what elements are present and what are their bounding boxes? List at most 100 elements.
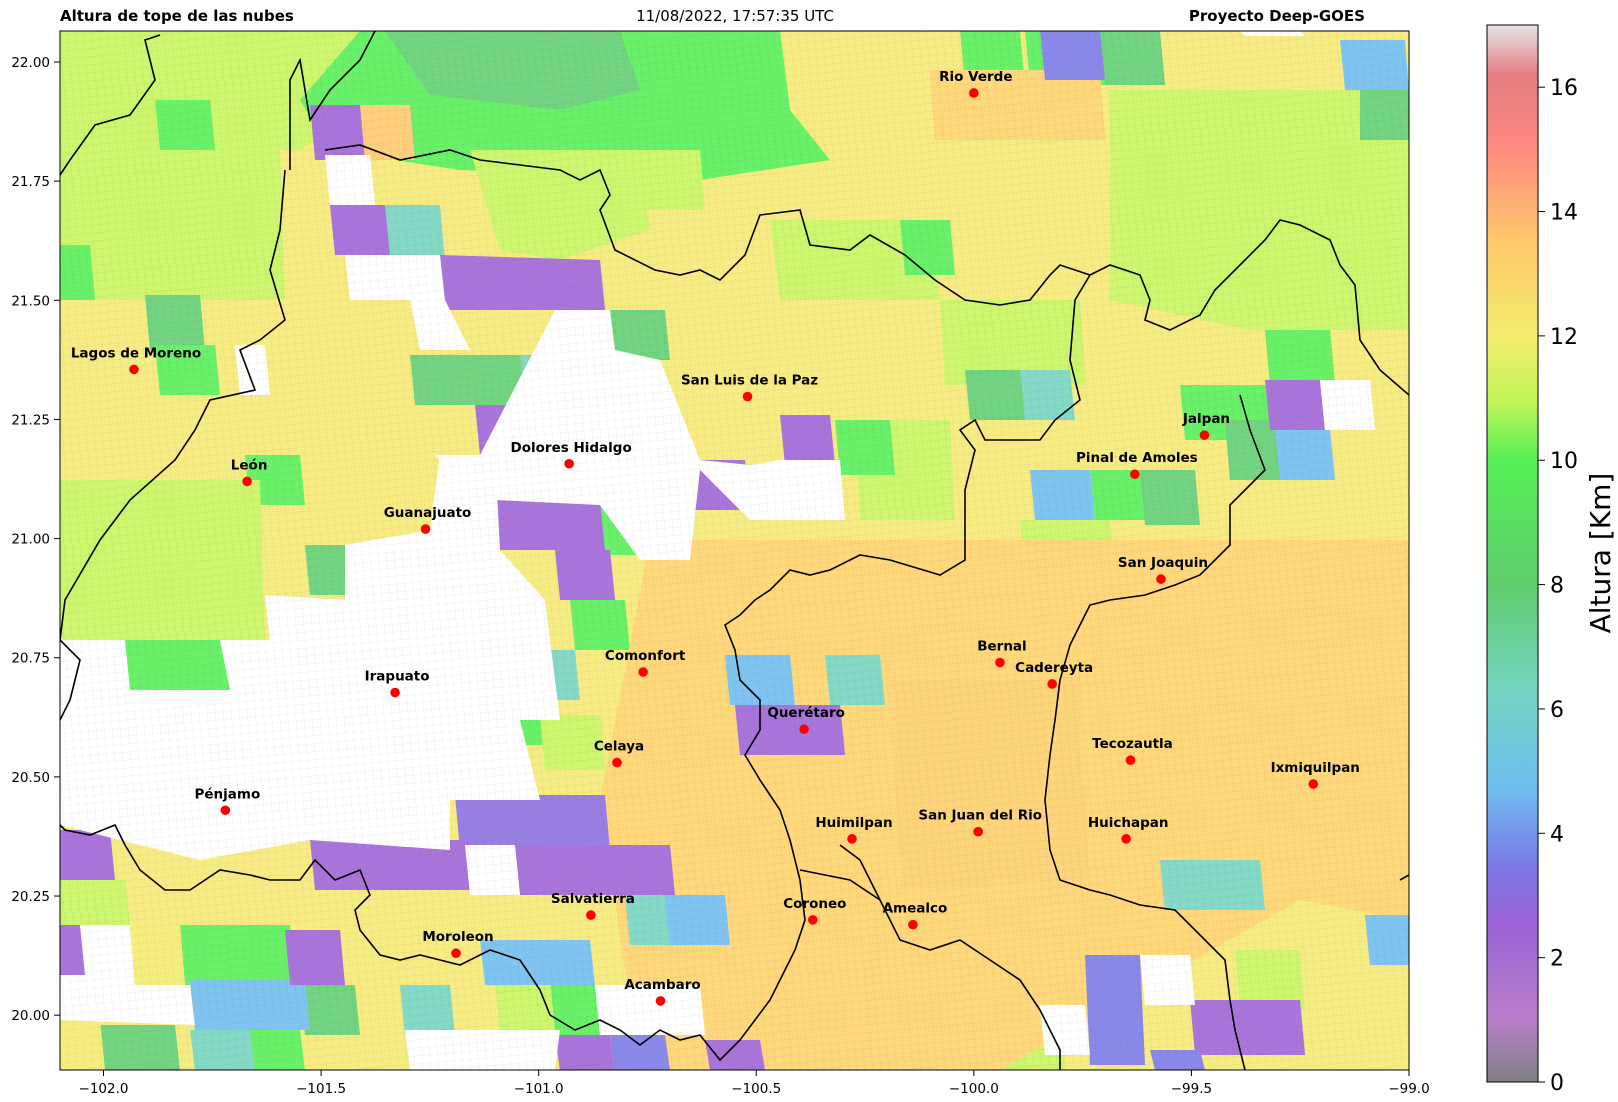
city-labels: Rio Verde Lagos de Moreno San Luis de la P… (71, 69, 1360, 993)
border-line (60, 34, 161, 176)
y-tick-label: 20.00 (11, 1008, 50, 1024)
city-marker (420, 524, 431, 534)
city-marker (808, 915, 818, 925)
transparency-overlay (60, 31, 1409, 1070)
timestamp: 11/08/2022, 17:57:35 UTC (636, 7, 834, 25)
border-line (799, 869, 1061, 1070)
city-marker (973, 826, 983, 837)
city-label: San Luis de la Paz (681, 373, 818, 389)
city-label: Jalpan (1182, 411, 1230, 427)
city-label: Salvatierra (551, 891, 635, 907)
y-tick-label: 22.00 (11, 55, 50, 71)
city-marker (799, 724, 809, 735)
colorbar-frame (1486, 24, 1539, 1083)
city-marker (1047, 679, 1057, 689)
city-label: Acambaro (624, 977, 700, 993)
colorbar-tick-label: 4 (1550, 822, 1564, 847)
city-label: Querétaro (767, 705, 845, 721)
city-marker (390, 687, 400, 698)
y-tick-label: 20.25 (11, 889, 50, 905)
city-label: Celaya (594, 739, 644, 755)
city-label: Bernal (977, 639, 1026, 655)
colorbar-tick-label: 6 (1550, 698, 1564, 723)
border-line (289, 31, 376, 170)
colorbar-ticks: 0 2 4 6 8 10 12 14 16 (1538, 76, 1578, 1096)
city-label: Tecozautla (1092, 736, 1173, 752)
colorbar-tick-label: 8 (1550, 574, 1564, 599)
y-tick-label: 21.00 (11, 532, 50, 548)
city-label: León (231, 457, 268, 473)
x-tick-label: −102.0 (79, 1081, 129, 1097)
city-label: Comonfort (605, 648, 686, 664)
state-borders (60, 31, 1409, 1070)
city-marker (612, 757, 622, 768)
map-title: Altura de tope de las nubes (60, 7, 294, 25)
city-label: Guanajuato (384, 505, 472, 521)
y-tick-label: 20.50 (11, 770, 50, 786)
city-marker (1199, 430, 1210, 440)
city-label: Pénjamo (194, 786, 260, 802)
city-marker (847, 834, 857, 844)
city-marker (995, 657, 1005, 668)
y-tick-label: 21.75 (11, 174, 50, 190)
city-marker (1130, 469, 1140, 480)
x-tick-label: −99.5 (1171, 1081, 1212, 1097)
city-label: Rio Verde (939, 69, 1012, 85)
x-tick-label: −101.0 (514, 1081, 564, 1097)
colorbar-tick-label: 0 (1550, 1071, 1564, 1096)
city-marker (655, 996, 666, 1006)
city-marker (908, 919, 918, 930)
colorbar-title: Altura [Km] (1584, 473, 1617, 634)
city-marker (1121, 834, 1131, 844)
border-line (839, 844, 881, 901)
colorbar-tick-label: 14 (1550, 201, 1578, 226)
city-marker (1156, 574, 1166, 584)
colorbar-gradient (1487, 25, 1538, 1082)
y-tick-label: 21.50 (11, 293, 50, 309)
city-marker (129, 364, 139, 375)
x-tick-label: −99.0 (1388, 1081, 1429, 1097)
colorbar-tick-label: 10 (1550, 449, 1578, 474)
city-marker (564, 458, 574, 469)
city-marker (586, 910, 596, 920)
city-label: Dolores Hidalgo (511, 440, 632, 456)
city-marker (1308, 779, 1319, 789)
x-tick-label: −100.5 (731, 1081, 781, 1097)
colorbar: 0 2 4 6 8 10 12 14 16 Altura [Km] (1486, 24, 1617, 1096)
y-tick-label: 20.75 (11, 651, 50, 667)
city-label: Irapuato (365, 669, 430, 685)
city-label: Huichapan (1088, 815, 1169, 831)
border-line (324, 144, 1409, 396)
city-label: Huimilpan (815, 815, 892, 831)
city-label: Cadereyta (1015, 660, 1093, 676)
y-axis: 20.00 20.25 20.50 20.75 21.00 21.25 21.50 21.75… (11, 55, 60, 1024)
city-label: Coroneo (783, 896, 846, 912)
border-line (60, 169, 286, 721)
plot-area (60, 31, 1409, 1070)
city-marker (1125, 755, 1136, 766)
colorbar-tick-label: 16 (1550, 76, 1578, 101)
colorbar-tick-label: 12 (1550, 325, 1578, 350)
city-label: Ixmiquilpan (1271, 760, 1360, 776)
city-marker (220, 805, 231, 816)
border-line (1399, 874, 1409, 881)
colorbar-tick-label: 2 (1550, 947, 1564, 972)
city-marker (638, 667, 648, 677)
city-label: Amealco (883, 901, 948, 917)
x-tick-label: −101.5 (296, 1081, 346, 1097)
border-line (1044, 394, 1266, 1070)
city-label: Moroleon (422, 929, 493, 945)
y-tick-label: 21.25 (11, 412, 50, 428)
city-marker (451, 948, 461, 959)
city-marker (742, 391, 753, 402)
project-name: Proyecto Deep-GOES (1188, 7, 1365, 25)
city-label: Lagos de Moreno (71, 345, 201, 361)
x-tick-label: −100.0 (949, 1081, 999, 1097)
city-label: San Joaquin (1118, 555, 1208, 571)
city-marker (969, 88, 979, 98)
border-line (60, 274, 1091, 1062)
x-axis: −102.0 −101.5 −101.0 −100.5 −100.0 −99.5 −99.0 (79, 1070, 1430, 1097)
city-markers (129, 88, 1319, 1006)
plot-frame (59, 30, 1410, 1071)
